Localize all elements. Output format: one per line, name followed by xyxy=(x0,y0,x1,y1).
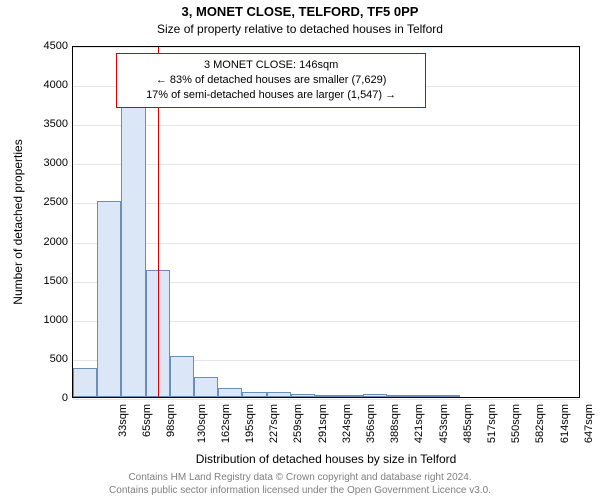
y-tick-label: 2500 xyxy=(0,196,68,208)
histogram-bar xyxy=(218,388,242,397)
x-tick-label: 65sqm xyxy=(141,404,153,437)
y-tick-label: 2000 xyxy=(0,236,68,248)
x-tick-label: 421sqm xyxy=(414,404,426,443)
histogram-bar xyxy=(242,392,266,397)
y-tick-label: 3500 xyxy=(0,118,68,130)
x-tick-label: 517sqm xyxy=(486,404,498,443)
chart-title-line2: Size of property relative to detached ho… xyxy=(0,22,600,36)
histogram-bar xyxy=(436,395,460,397)
x-tick-label: 550sqm xyxy=(510,404,522,443)
x-tick-label: 98sqm xyxy=(166,404,178,437)
x-tick-label: 162sqm xyxy=(220,404,232,443)
credit-line-1: Contains HM Land Registry data © Crown c… xyxy=(0,472,600,485)
x-tick-label: 130sqm xyxy=(196,404,208,443)
y-tick-label: 1000 xyxy=(0,314,68,326)
histogram-bar xyxy=(121,68,145,397)
histogram-bar xyxy=(194,377,218,397)
x-tick-label: 388sqm xyxy=(389,404,401,443)
x-tick-label: 614sqm xyxy=(559,404,571,443)
y-tick-label: 0 xyxy=(0,392,68,404)
histogram-bar xyxy=(339,395,363,397)
x-tick-label: 259sqm xyxy=(293,404,305,443)
plot-area: 3 MONET CLOSE: 146sqm← 83% of detached h… xyxy=(72,46,580,398)
y-tick-label: 1500 xyxy=(0,275,68,287)
x-tick-label: 453sqm xyxy=(438,404,450,443)
x-tick-label: 195sqm xyxy=(244,404,256,443)
x-tick-label: 324sqm xyxy=(341,404,353,443)
y-gridline xyxy=(73,203,579,204)
chart-title-line1: 3, MONET CLOSE, TELFORD, TF5 0PP xyxy=(0,4,600,19)
histogram-bar xyxy=(170,356,194,397)
histogram-bar xyxy=(412,395,436,397)
histogram-bar xyxy=(387,395,411,397)
y-tick-label: 4500 xyxy=(0,40,68,52)
x-axis-label: Distribution of detached houses by size … xyxy=(72,452,580,466)
x-tick-label: 227sqm xyxy=(268,404,280,443)
x-tick-label: 356sqm xyxy=(365,404,377,443)
histogram-bar xyxy=(291,394,315,397)
y-gridline xyxy=(73,125,579,126)
credit-text: Contains HM Land Registry data © Crown c… xyxy=(0,472,600,497)
y-gridline xyxy=(73,47,579,48)
chart-container: 3, MONET CLOSE, TELFORD, TF5 0PP Size of… xyxy=(0,0,600,500)
x-tick-label: 291sqm xyxy=(317,404,329,443)
callout-line-3: 17% of semi-detached houses are larger (… xyxy=(125,88,417,103)
y-gridline xyxy=(73,399,579,400)
histogram-bar xyxy=(267,392,291,397)
callout-box: 3 MONET CLOSE: 146sqm← 83% of detached h… xyxy=(116,53,426,108)
histogram-bar xyxy=(315,395,339,397)
x-tick-label: 582sqm xyxy=(534,404,546,443)
x-tick-label: 647sqm xyxy=(583,404,595,443)
y-tick-label: 3000 xyxy=(0,157,68,169)
y-gridline xyxy=(73,164,579,165)
histogram-bar xyxy=(97,201,121,397)
callout-line-1: 3 MONET CLOSE: 146sqm xyxy=(125,58,417,73)
y-tick-label: 500 xyxy=(0,353,68,365)
y-tick-label: 4000 xyxy=(0,79,68,91)
callout-line-2: ← 83% of detached houses are smaller (7,… xyxy=(125,73,417,88)
y-gridline xyxy=(73,243,579,244)
x-tick-label: 485sqm xyxy=(462,404,474,443)
x-tick-label: 33sqm xyxy=(117,404,129,437)
credit-line-2: Contains public sector information licen… xyxy=(0,485,600,498)
histogram-bar xyxy=(73,368,97,397)
histogram-bar xyxy=(363,394,387,397)
